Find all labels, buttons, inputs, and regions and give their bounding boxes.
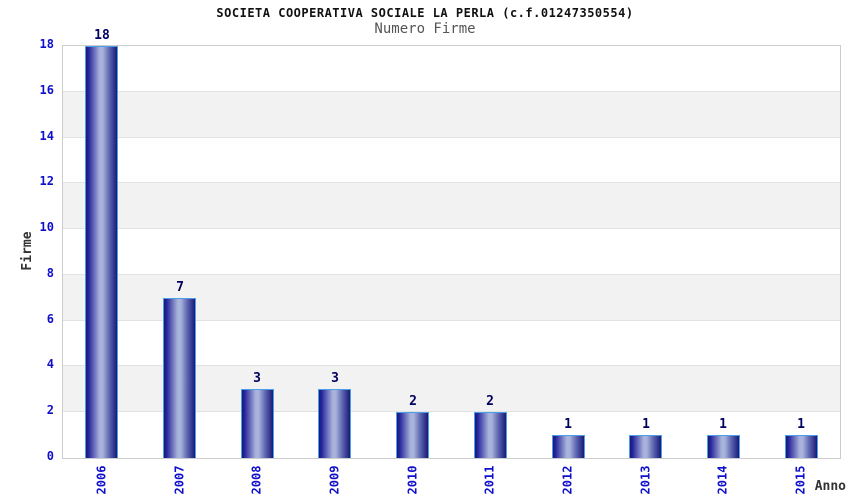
gridline [63, 228, 840, 229]
grid-band [63, 46, 840, 92]
bar [85, 46, 118, 458]
bar-value-label: 3 [253, 371, 261, 386]
bar-value-label: 2 [486, 394, 494, 409]
bar [552, 435, 585, 458]
bar-value-label: 1 [719, 417, 727, 432]
y-tick-label: 2 [46, 403, 54, 417]
bar-value-label: 1 [564, 417, 572, 432]
x-tick-label: 2006 [81, 459, 121, 500]
x-tick-text: 2007 [172, 465, 186, 495]
x-tick-text: 2008 [249, 465, 263, 495]
grid-band [63, 229, 840, 275]
grid-band [63, 137, 840, 184]
bar [318, 389, 351, 458]
gridline [63, 411, 840, 412]
y-tick-label: 0 [46, 449, 54, 463]
grid-band [63, 183, 840, 230]
y-tick-label: 8 [46, 266, 54, 280]
x-tick-label: 2012 [547, 459, 587, 500]
x-tick-text: 2009 [327, 465, 341, 495]
gridline [63, 320, 840, 321]
x-tick-label: 2014 [702, 459, 742, 500]
bar [707, 435, 740, 458]
grid-band [63, 91, 840, 138]
x-tick-text: 2015 [793, 465, 807, 495]
x-tick-label: 2011 [469, 459, 509, 500]
y-tick-label: 18 [39, 37, 54, 51]
bar-value-label: 1 [642, 417, 650, 432]
y-tick-label: 12 [39, 174, 54, 188]
x-tick-text: 2006 [94, 465, 108, 495]
y-tick-label: 6 [46, 312, 54, 326]
bar-value-label: 3 [331, 371, 339, 386]
x-tick-text: 2014 [715, 465, 729, 495]
x-tick-label: 2007 [159, 459, 199, 500]
x-tick-label: 2010 [392, 459, 432, 500]
y-tick-label: 16 [39, 83, 54, 97]
x-tick-text: 2012 [560, 465, 574, 495]
gridline [63, 137, 840, 138]
bar [474, 412, 507, 458]
y-tick-label: 14 [39, 129, 54, 143]
x-tick-text: 2013 [638, 465, 652, 495]
chart-subtitle: Numero Firme [374, 21, 476, 37]
y-tick-label: 10 [39, 220, 54, 234]
gridline [63, 365, 840, 366]
bar-value-label: 2 [409, 394, 417, 409]
x-axis-title: Anno [814, 479, 846, 494]
chart-title: SOCIETA COOPERATIVA SOCIALE LA PERLA (c.… [216, 6, 634, 20]
bar-value-label: 18 [94, 28, 110, 43]
x-tick-text: 2011 [482, 465, 496, 495]
gridline [63, 91, 840, 92]
x-tick-label: 2013 [625, 459, 665, 500]
x-tick-label: 2015 [780, 459, 820, 500]
x-tick-label: 2009 [314, 459, 354, 500]
x-tick-text: 2010 [405, 465, 419, 495]
bar [241, 389, 274, 458]
gridline [63, 274, 840, 275]
bar [396, 412, 429, 458]
bar [163, 298, 196, 458]
bar [785, 435, 818, 458]
y-tick-label: 4 [46, 357, 54, 371]
x-tick-label: 2008 [236, 459, 276, 500]
bar [629, 435, 662, 458]
gridline [63, 182, 840, 183]
plot-area: 18 7 3 3 2 2 1 1 1 1 [62, 28, 841, 459]
bar-value-label: 7 [176, 280, 184, 295]
bar-value-label: 1 [797, 417, 805, 432]
